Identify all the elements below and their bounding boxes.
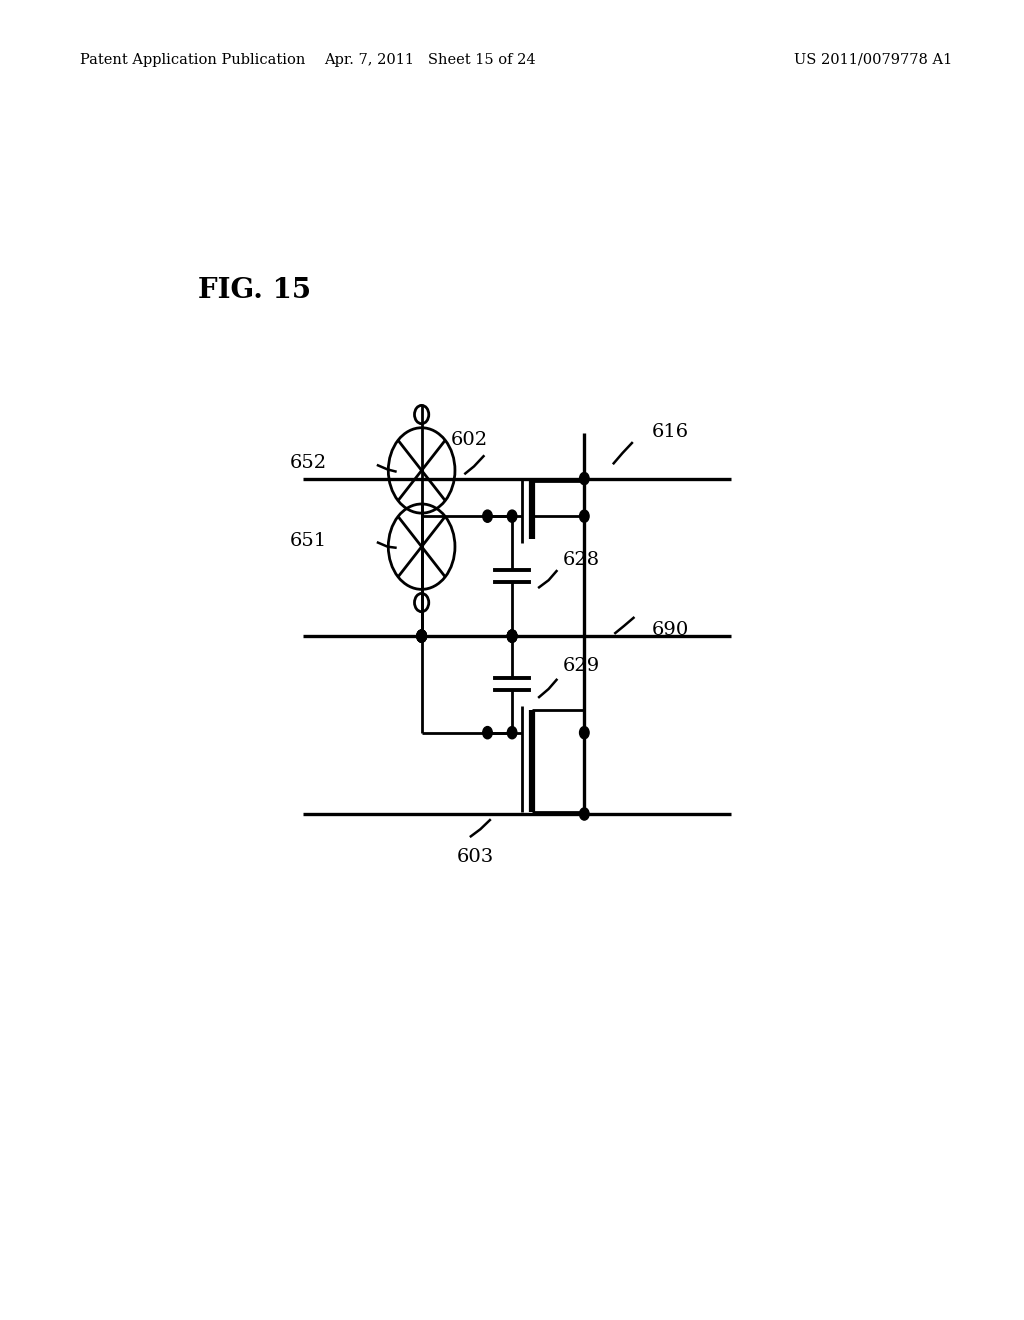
Circle shape <box>482 726 493 739</box>
Text: 651: 651 <box>289 532 327 549</box>
Circle shape <box>507 630 517 643</box>
Circle shape <box>507 510 517 523</box>
Circle shape <box>507 630 517 643</box>
Text: US 2011/0079778 A1: US 2011/0079778 A1 <box>794 53 952 67</box>
Text: 690: 690 <box>652 620 689 639</box>
Text: 602: 602 <box>451 432 487 449</box>
Circle shape <box>482 510 493 523</box>
Text: Apr. 7, 2011   Sheet 15 of 24: Apr. 7, 2011 Sheet 15 of 24 <box>325 53 536 67</box>
Circle shape <box>507 726 517 739</box>
Circle shape <box>507 630 517 643</box>
Circle shape <box>417 630 426 643</box>
Text: 616: 616 <box>652 422 689 441</box>
Circle shape <box>580 510 589 523</box>
Text: 629: 629 <box>563 657 600 675</box>
Circle shape <box>417 630 426 643</box>
Circle shape <box>580 726 589 739</box>
Text: 628: 628 <box>563 550 600 569</box>
Text: 652: 652 <box>289 454 327 473</box>
Circle shape <box>507 630 517 643</box>
Text: Patent Application Publication: Patent Application Publication <box>80 53 305 67</box>
Circle shape <box>580 473 589 484</box>
Circle shape <box>417 630 426 643</box>
Text: 603: 603 <box>457 847 495 866</box>
Text: FIG. 15: FIG. 15 <box>198 277 311 304</box>
Circle shape <box>417 630 426 643</box>
Circle shape <box>580 808 589 820</box>
